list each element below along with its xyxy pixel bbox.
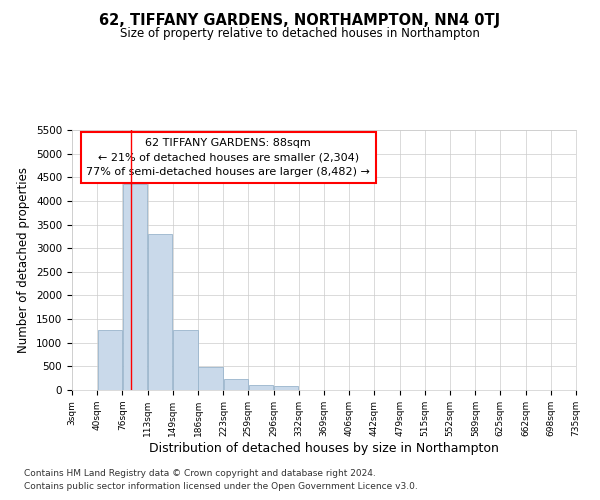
X-axis label: Distribution of detached houses by size in Northampton: Distribution of detached houses by size …	[149, 442, 499, 454]
Y-axis label: Number of detached properties: Number of detached properties	[17, 167, 31, 353]
Bar	[248, 385, 274, 390]
Bar	[274, 386, 298, 390]
Bar	[98, 330, 122, 390]
Bar	[148, 234, 172, 390]
Bar	[173, 330, 198, 390]
Bar	[198, 367, 223, 390]
Text: Contains HM Land Registry data © Crown copyright and database right 2024.: Contains HM Land Registry data © Crown c…	[24, 468, 376, 477]
Text: Contains public sector information licensed under the Open Government Licence v3: Contains public sector information licen…	[24, 482, 418, 491]
Text: 62 TIFFANY GARDENS: 88sqm
← 21% of detached houses are smaller (2,304)
77% of se: 62 TIFFANY GARDENS: 88sqm ← 21% of detac…	[86, 138, 370, 177]
Text: 62, TIFFANY GARDENS, NORTHAMPTON, NN4 0TJ: 62, TIFFANY GARDENS, NORTHAMPTON, NN4 0T…	[100, 12, 500, 28]
Text: Size of property relative to detached houses in Northampton: Size of property relative to detached ho…	[120, 28, 480, 40]
Bar	[122, 184, 148, 390]
Bar	[224, 378, 248, 390]
